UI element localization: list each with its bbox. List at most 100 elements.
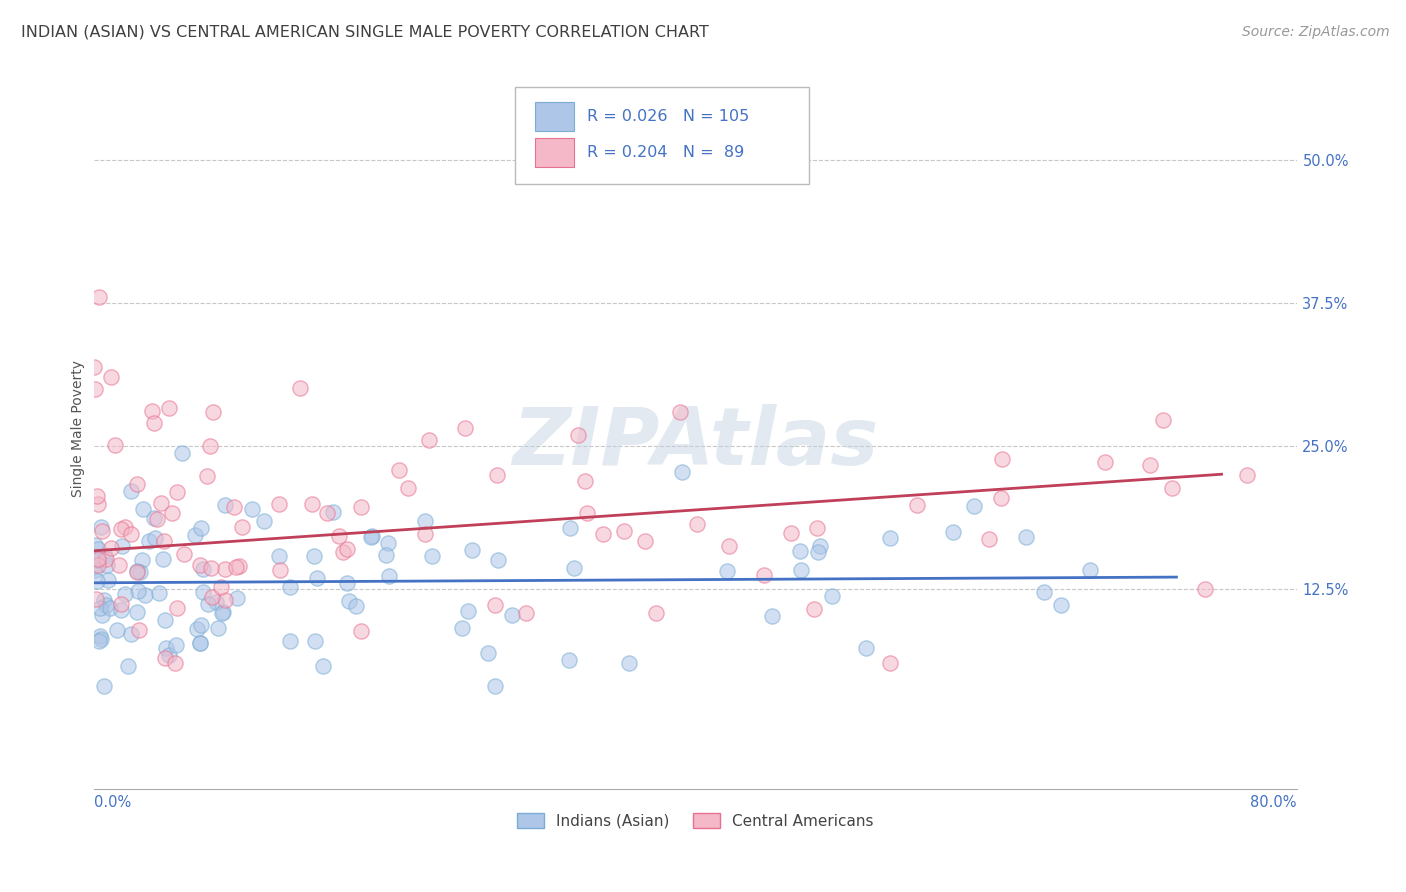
Point [484,598,506,612]
Point [304,633,326,648]
Point [107,558,129,572]
Point [388,462,411,476]
Point [789,543,811,558]
Point [803,602,825,616]
Point [328,529,350,543]
Point [155,651,177,665]
Point [671,465,693,479]
Point [420,549,443,564]
Point [97,573,120,587]
Point [86,558,108,573]
Point [377,536,399,550]
Point [269,563,291,577]
Point [98,601,121,615]
Point [821,589,844,603]
Point [413,514,436,528]
Point [117,658,139,673]
Point [302,549,325,563]
Point [190,521,212,535]
Point [280,634,302,648]
Point [84,592,107,607]
Point [143,532,166,546]
Point [942,525,965,540]
Point [685,517,707,532]
Point [558,521,581,535]
Point [761,608,783,623]
Legend: Indians (Asian), Central Americans: Indians (Asian), Central Americans [510,807,880,835]
Point [375,548,398,562]
Point [201,404,224,418]
Point [806,545,828,559]
Point [280,580,302,594]
Point [153,613,176,627]
Point [336,541,359,556]
Point [87,552,110,566]
Point [86,574,108,588]
Point [160,506,183,520]
Point [205,595,228,609]
Point [191,561,214,575]
Point [141,404,163,418]
Point [336,575,359,590]
Point [562,561,585,575]
Point [200,561,222,575]
Text: R = 0.204   N =  89: R = 0.204 N = 89 [586,145,744,161]
Point [592,526,614,541]
Point [200,591,222,605]
Point [214,562,236,576]
FancyBboxPatch shape [515,87,810,184]
Point [131,553,153,567]
Point [83,558,105,572]
Point [501,607,523,622]
Point [193,585,215,599]
Point [312,658,335,673]
Point [228,558,250,573]
Point [110,522,132,536]
Point [453,420,475,434]
Point [142,510,165,524]
Point [114,587,136,601]
Point [413,527,436,541]
Point [134,589,156,603]
Point [485,467,508,482]
Point [207,621,229,635]
Point [613,524,636,538]
Point [100,541,122,555]
Point [188,636,211,650]
Point [567,428,589,442]
Point [1236,468,1258,483]
Point [644,606,666,620]
FancyBboxPatch shape [536,138,574,167]
Point [148,586,170,600]
Point [486,553,509,567]
Point [1032,584,1054,599]
Point [155,641,177,656]
Point [89,634,111,648]
Point [110,603,132,617]
Point [127,564,149,578]
Point [780,526,803,541]
Text: R = 0.026   N = 105: R = 0.026 N = 105 [586,109,749,124]
Point [789,564,811,578]
Point [855,640,877,655]
Point [93,679,115,693]
Point [149,496,172,510]
Point [477,646,499,660]
Point [461,543,484,558]
Point [86,542,108,557]
Point [253,514,276,528]
Point [87,290,110,304]
Point [153,533,176,548]
Point [87,552,110,566]
Point [1015,530,1038,544]
Point [350,624,373,638]
Point [212,605,235,619]
Point [114,520,136,534]
Point [360,530,382,544]
Point [808,540,831,554]
Point [344,599,367,614]
Point [111,540,134,554]
Point [1050,599,1073,613]
Point [87,497,110,511]
Text: 80.0%: 80.0% [1250,796,1296,811]
